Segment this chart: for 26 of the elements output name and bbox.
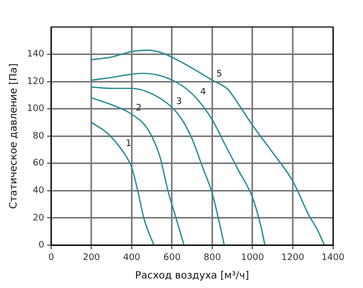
y-tick-label: 80 bbox=[32, 131, 44, 142]
x-tick-label: 1000 bbox=[241, 252, 264, 263]
y-axis-title: Статическое давление [Па] bbox=[8, 63, 20, 209]
x-tick-label: 1200 bbox=[281, 252, 304, 263]
series-label: 1 bbox=[126, 139, 132, 150]
x-tick-label: 0 bbox=[48, 252, 54, 263]
x-tick-label: 200 bbox=[82, 252, 100, 263]
y-tick-label: 20 bbox=[32, 213, 44, 224]
line-series bbox=[90, 122, 154, 246]
x-tick-label: 400 bbox=[123, 252, 141, 263]
series-label: 5 bbox=[216, 70, 222, 80]
series-label: 3 bbox=[176, 96, 182, 107]
y-tick-label: 140 bbox=[26, 50, 44, 60]
y-tick-label: 0 bbox=[38, 240, 44, 251]
x-tick-label: 800 bbox=[204, 252, 222, 263]
x-tick-label: 1400 bbox=[322, 252, 345, 263]
y-tick-label: 60 bbox=[32, 158, 44, 169]
y-tick-label: 40 bbox=[32, 186, 44, 196]
x-tick-label: 600 bbox=[163, 252, 181, 263]
y-tick-label: 120 bbox=[26, 76, 44, 87]
series-label: 4 bbox=[200, 87, 206, 98]
x-axis-title: Расход воздуха [м³/ч] bbox=[135, 270, 250, 282]
line-series bbox=[90, 50, 325, 246]
y-tick-label: 100 bbox=[26, 104, 44, 114]
line-series bbox=[90, 86, 225, 246]
line-series bbox=[90, 97, 185, 246]
